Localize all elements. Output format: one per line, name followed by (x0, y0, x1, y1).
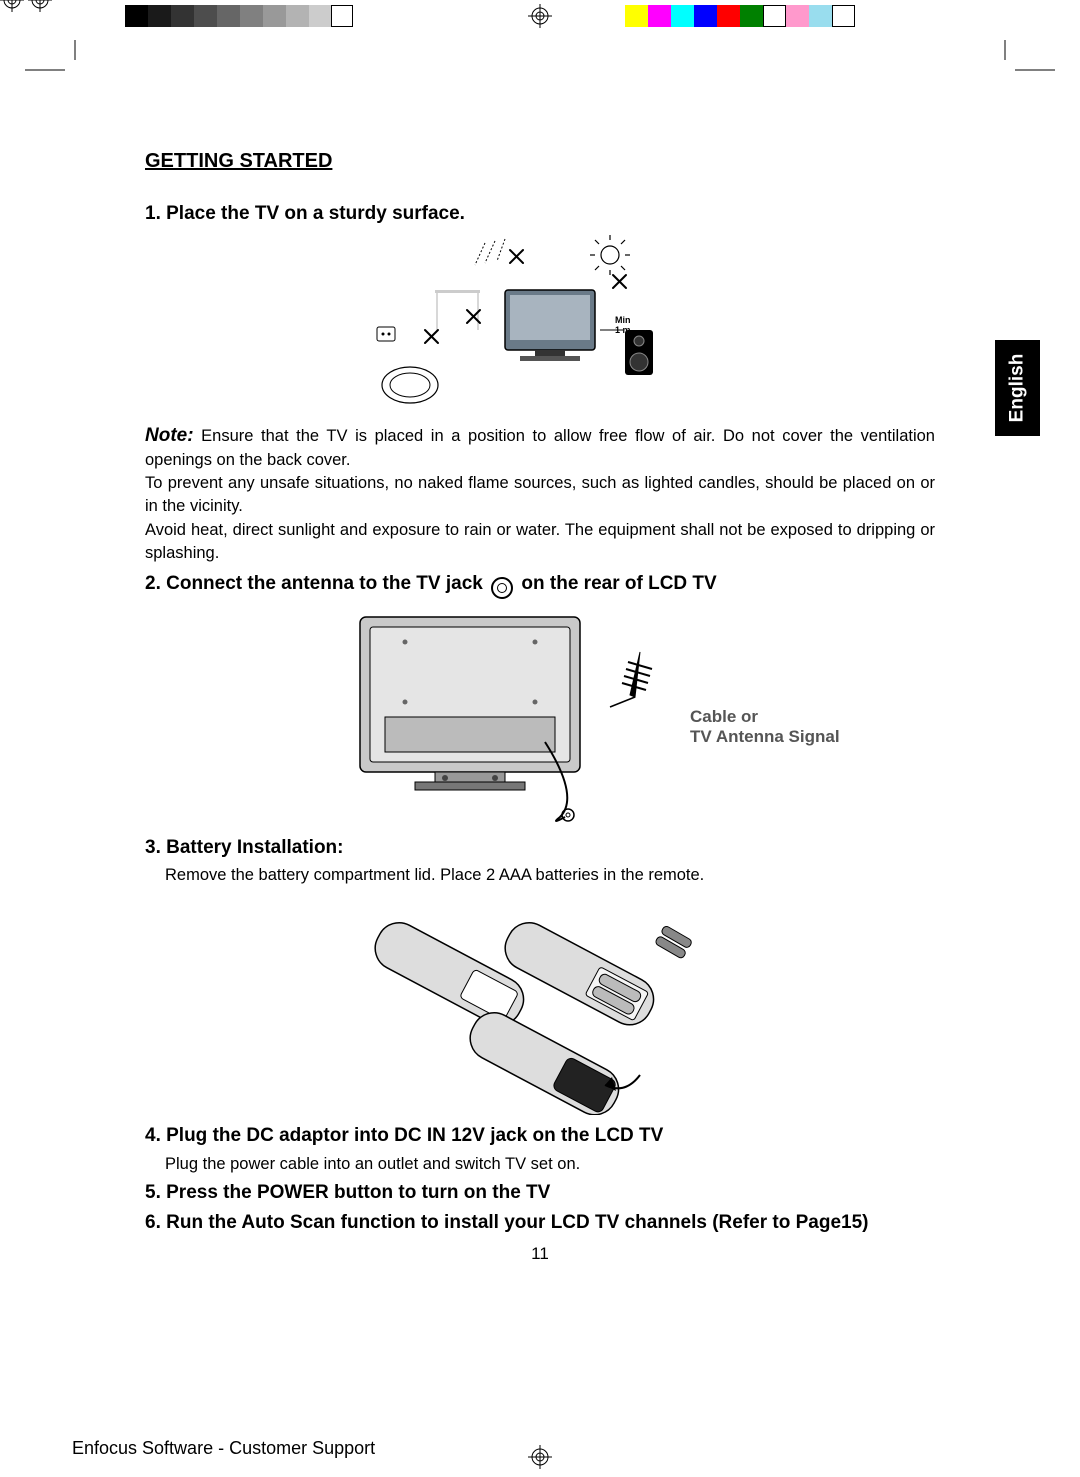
language-label: English (1007, 354, 1029, 423)
step-5-heading: 5. Press the POWER button to turn on the… (145, 1180, 935, 1206)
step-1-line3: Avoid heat, direct sunlight and exposure… (145, 519, 935, 565)
tv-rear-illustration-icon (350, 607, 730, 827)
step-1-heading: 1. Place the TV on a sturdy surface. (145, 201, 935, 227)
figure-antenna: Cable or TV Antenna Signal (240, 607, 840, 827)
note-text: Ensure that the TV is placed in a positi… (145, 427, 935, 470)
tv-placement-illustration-icon: Min 1 m (375, 235, 705, 415)
step-2-heading: 2. Connect the antenna to the TV jack on… (145, 571, 935, 599)
step-4-heading: 4. Plug the DC adaptor into DC IN 12V ja… (145, 1123, 935, 1149)
registration-mark-icon (0, 0, 24, 12)
grayscale-swatches (125, 5, 353, 27)
step-1-note: Note: Ensure that the TV is placed in a … (145, 423, 935, 473)
step-6-heading: 6. Run the Auto Scan function to install… (145, 1210, 935, 1236)
step-3-text: Remove the battery compartment lid. Plac… (165, 864, 935, 887)
registration-mark-icon (28, 0, 52, 12)
remote-battery-illustration-icon (340, 895, 740, 1115)
color-swatches (625, 5, 855, 27)
step-1-line2: To prevent any unsafe situations, no nak… (145, 472, 935, 518)
note-label: Note: (145, 425, 194, 446)
crop-mark-icon (995, 40, 1055, 90)
figure-placement: Min 1 m (375, 235, 705, 415)
footer-text: Enfocus Software - Customer Support (72, 1438, 375, 1459)
svg-text:Min: Min (615, 315, 631, 325)
step-4-text: Plug the power cable into an outlet and … (165, 1153, 935, 1176)
registration-mark-icon (528, 1445, 552, 1469)
antenna-jack-icon (491, 577, 513, 599)
registration-mark-icon (528, 4, 552, 28)
crop-mark-icon (25, 40, 85, 90)
step-3-heading: 3. Battery Installation: (145, 835, 935, 861)
page-number: 11 (531, 1244, 549, 1264)
language-tab: English (995, 340, 1040, 436)
figure-battery (340, 895, 740, 1115)
page-content: GETTING STARTED 1. Place the TV on a stu… (145, 150, 935, 1239)
antenna-caption: Cable or TV Antenna Signal (690, 707, 840, 747)
section-title: GETTING STARTED (145, 150, 935, 173)
